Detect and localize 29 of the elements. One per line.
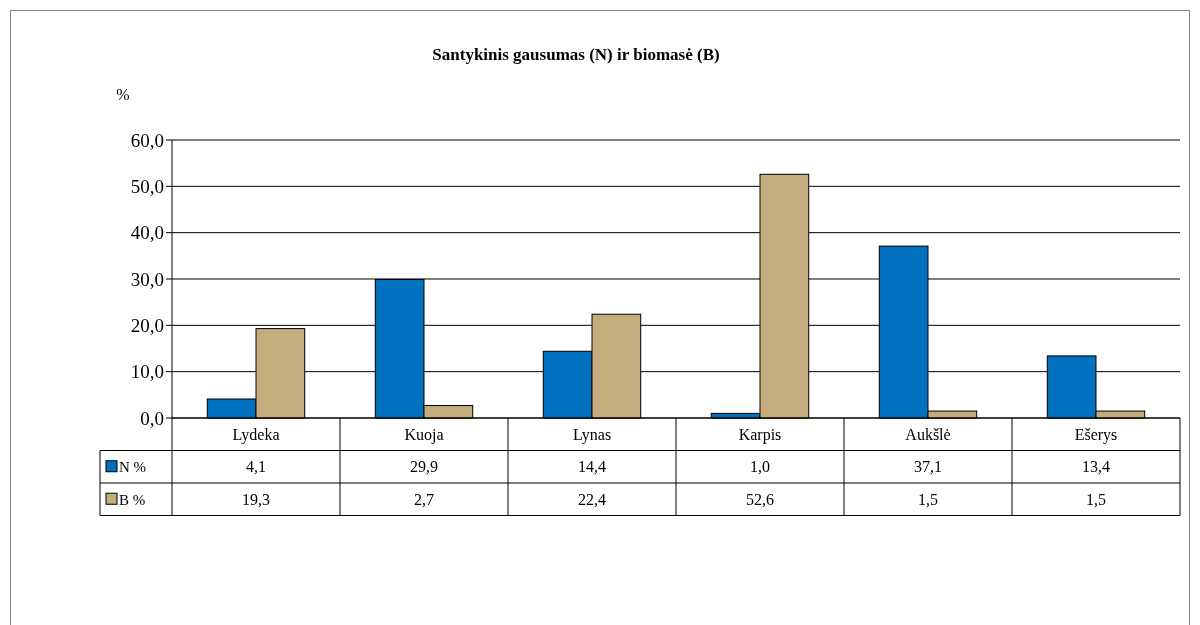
x-tick-label: Lynas (572, 425, 612, 444)
y-tick-label: 30,0 (130, 268, 164, 290)
data-label: 14,4 (578, 458, 606, 476)
data-label: 1,0 (750, 458, 770, 476)
x-tick-label: Aukšlė (905, 425, 951, 443)
y-tick-label: 10,0 (130, 361, 164, 383)
data-label: 29,9 (410, 458, 438, 476)
data-label: 1,5 (918, 490, 938, 508)
y-tick-label: 20,0 (130, 314, 164, 336)
x-tick-label: Kuoja (404, 425, 444, 444)
x-tick-label: Lydeka (232, 425, 280, 444)
y-tick-label: 0,0 (140, 407, 164, 429)
legend-label: B % (119, 491, 146, 508)
data-label: 1,5 (1086, 490, 1106, 508)
x-tick-label: Karpis (738, 425, 782, 444)
legend-label: N % (119, 459, 147, 475)
data-label: 19,3 (242, 490, 270, 508)
y-tick-label: 50,0 (130, 175, 164, 197)
y-tick-label: 40,0 (130, 222, 164, 244)
data-label: 37,1 (914, 458, 942, 476)
y-axis-title: % (116, 86, 130, 103)
chart-title: Santykinis gausumas (N) ir biomasė (B) (432, 45, 720, 64)
data-label: 2,7 (414, 490, 434, 508)
data-label: 52,6 (746, 490, 774, 508)
data-label: 22,4 (578, 490, 606, 508)
y-tick-label: 60,0 (130, 129, 164, 151)
x-tick-label: Ešerys (1074, 425, 1118, 444)
data-label: 4,1 (246, 458, 266, 476)
data-label: 13,4 (1082, 458, 1110, 476)
